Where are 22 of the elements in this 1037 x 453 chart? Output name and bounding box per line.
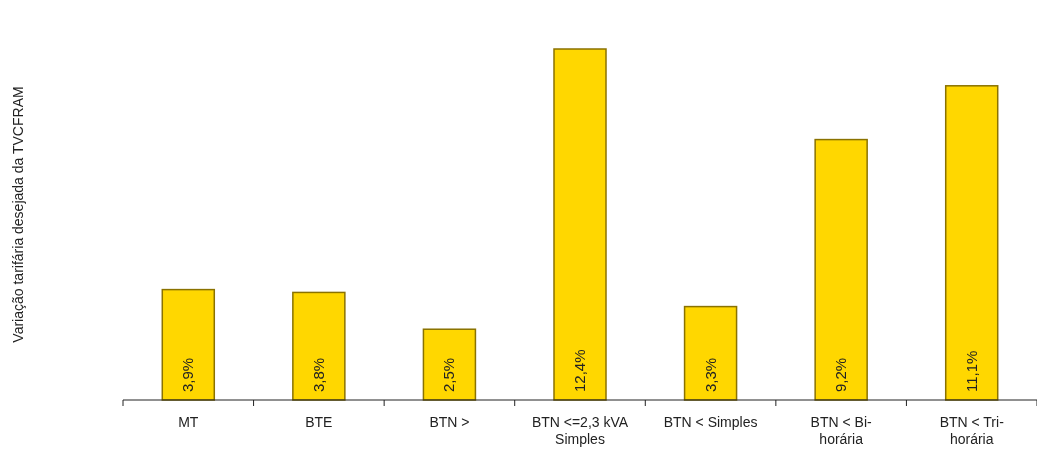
x-tick-label: MT — [178, 414, 199, 430]
data-label: 2,5% — [440, 357, 458, 392]
bar — [683, 305, 738, 401]
bar — [944, 85, 999, 401]
x-tick-label: BTN < Tri-horária — [939, 414, 1005, 447]
bar — [814, 138, 868, 401]
bar — [422, 328, 477, 401]
data-label: 3,3% — [701, 357, 719, 392]
data-label: 9,2% — [832, 357, 850, 392]
data-label: 3,9% — [179, 357, 197, 392]
text: Variação tarifária desejada da TVCFRAM — [10, 86, 26, 343]
x-tick-label: BTN <=2,3 kVA Simples — [531, 414, 629, 447]
x-tick-label: BTN < Bi-horária — [810, 414, 873, 447]
bar — [161, 288, 216, 401]
x-tick-label: BTN < Simples — [663, 414, 758, 430]
data-label: 12,4% — [571, 349, 588, 392]
bar — [292, 291, 346, 401]
data-label: 11,1% — [962, 350, 980, 392]
data-label: 3,8% — [309, 357, 327, 392]
x-tick-label: BTN > — [429, 414, 470, 430]
x-tick-label: BTE — [305, 414, 333, 430]
bar — [553, 48, 607, 401]
